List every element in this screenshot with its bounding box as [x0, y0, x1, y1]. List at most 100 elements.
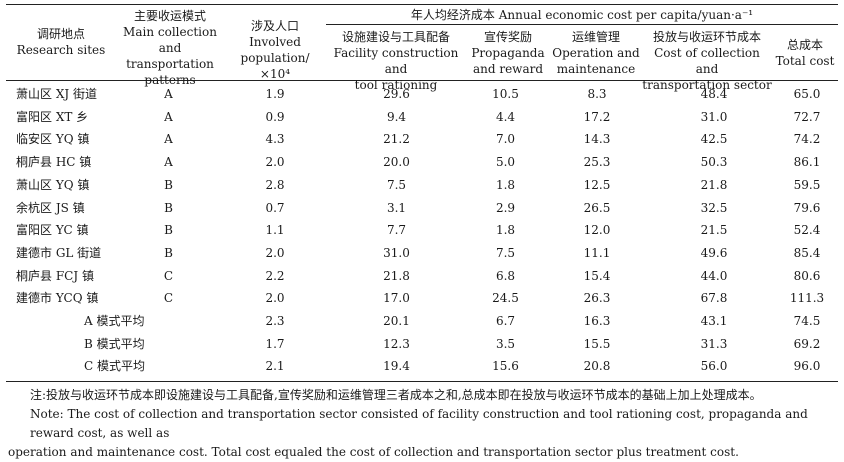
header-pro-en1: Propaganda	[471, 46, 545, 60]
cell-tot: 52.4	[793, 223, 821, 238]
note-en-line2: operation and maintenance cost. Total co…	[8, 445, 739, 459]
note-cn: 注:投放与收运环节成本即设施建设与工具配备,宣传奖励和运维管理三者成本之和,总成…	[30, 388, 762, 402]
cell-fac: 7.5	[386, 177, 407, 192]
header-pop-en2: population/×10⁴	[240, 51, 310, 81]
cell-pro: 24.5	[492, 291, 519, 306]
cell-pop: 2.8	[265, 177, 285, 192]
cell-col: 44.0	[700, 268, 728, 283]
header-ope: 运维管理 Operation and maintenance	[548, 29, 644, 77]
cell-ope: 11.1	[583, 245, 611, 260]
cell-col: 49.6	[700, 245, 728, 260]
cell-tot: 65.0	[793, 87, 821, 101]
cell-fac: 3.1	[386, 200, 407, 215]
header-fac: 设施建设与工具配备 Facility construction and tool…	[326, 29, 466, 93]
table-row: 萧山区 XJ 街道 A 1.9 29.6 10.5 8.3 48.4 65.0	[6, 83, 838, 106]
cell-site: A 模式平均	[84, 314, 145, 328]
cell-pop: 1.9	[265, 87, 285, 101]
cell-pro: 1.8	[495, 177, 516, 192]
cell-mode: B	[164, 200, 173, 215]
header-tot-cn: 总成本	[786, 38, 823, 52]
cell-col: 67.8	[700, 291, 728, 306]
cell-fac: 20.1	[383, 314, 410, 328]
cell-site: 临安区 YQ 镇	[16, 132, 90, 147]
cell-col: 43.1	[700, 314, 728, 328]
cell-pro: 7.0	[495, 132, 516, 147]
cell-mode: B	[164, 245, 173, 260]
header-col: 投放与收运环节成本 Cost of collection and transpo…	[642, 29, 772, 93]
cell-tot: 96.0	[793, 359, 821, 374]
cell-site: 富阳区 YC 镇	[16, 223, 89, 238]
cell-pro: 6.8	[495, 268, 516, 283]
cell-col: 21.8	[700, 177, 728, 192]
cell-pro: 6.7	[495, 314, 516, 328]
cell-pop: 0.9	[265, 109, 285, 124]
cell-pro: 1.8	[495, 223, 516, 238]
cell-site: 建德市 GL 街道	[16, 245, 102, 260]
header-bottom-rule	[6, 80, 838, 81]
header-site-cn: 调研地点	[36, 27, 85, 41]
cell-fac: 19.4	[383, 359, 410, 374]
header-ope-cn: 运维管理	[571, 30, 620, 44]
header-col-en1: Cost of collection and	[654, 46, 760, 76]
cell-site: 桐庐县 HC 镇	[16, 155, 92, 170]
cell-tot: 111.3	[789, 291, 825, 306]
cell-pro: 4.4	[495, 109, 516, 124]
cell-ope: 15.4	[583, 268, 611, 283]
cell-ope: 8.3	[587, 87, 607, 101]
cell-pro: 3.5	[495, 336, 516, 351]
header-mode: 主要收运模式 Main collection and transportatio…	[116, 8, 224, 88]
header-site: 调研地点 Research sites	[6, 26, 116, 58]
cell-pop: 2.0	[265, 245, 285, 260]
cell-pro: 15.6	[492, 359, 519, 374]
cell-col: 31.3	[700, 336, 728, 351]
cell-site: C 模式平均	[84, 359, 145, 374]
note-en: Note: The cost of collection and transpo…	[8, 405, 838, 462]
cell-ope: 26.3	[583, 291, 611, 306]
table-row: 萧山区 YQ 镇 B 2.8 7.5 1.8 12.5 21.8 59.5	[6, 174, 838, 197]
cell-site: B 模式平均	[84, 336, 145, 351]
cell-ope: 20.8	[583, 359, 611, 374]
cell-ope: 12.5	[583, 177, 611, 192]
group-header-rule	[326, 24, 838, 25]
table-top-rule	[6, 4, 838, 5]
cell-site: 余杭区 JS 镇	[16, 200, 85, 215]
header-group-label: 年人均经济成本 Annual economic cost per capita/…	[410, 8, 754, 22]
cell-mode: B	[164, 223, 173, 238]
cell-ope: 26.5	[583, 200, 611, 215]
header-fac-cn: 设施建设与工具配备	[341, 30, 450, 44]
cell-pro: 5.0	[495, 155, 516, 170]
cell-pro: 10.5	[492, 87, 519, 101]
cell-mode: C	[163, 268, 174, 283]
cell-pop: 2.0	[265, 291, 285, 306]
cell-fac: 31.0	[383, 245, 410, 260]
header-ope-en1: Operation and	[552, 46, 640, 60]
cell-fac: 7.7	[386, 223, 407, 238]
table-figure: 调研地点 Research sites 主要收运模式 Main collecti…	[6, 4, 838, 459]
header-mode-cn: 主要收运模式	[133, 9, 206, 23]
cell-fac: 17.0	[383, 291, 410, 306]
cell-ope: 17.2	[583, 109, 611, 124]
cell-tot: 86.1	[793, 155, 821, 170]
table-row-average: B 模式平均 1.7 12.3 3.5 15.5 31.3 69.2	[6, 333, 838, 356]
header-pop-cn: 涉及人口	[250, 19, 299, 33]
header-pro-cn: 宣传奖励	[483, 30, 532, 44]
cell-mode: A	[164, 132, 173, 147]
cell-fac: 9.4	[386, 109, 407, 124]
header-mode-en2: and transportation	[126, 41, 214, 71]
cell-ope: 15.5	[583, 336, 611, 351]
cell-fac: 29.6	[383, 87, 410, 101]
header-fac-en1: Facility construction and	[333, 46, 459, 76]
header-site-en: Research sites	[16, 43, 106, 57]
cell-mode: A	[164, 87, 173, 101]
cell-mode: A	[164, 109, 173, 124]
cell-tot: 69.2	[793, 336, 821, 351]
header-pop-en1: Involved	[249, 35, 301, 49]
header-col-en2: transportation sector	[642, 78, 772, 92]
table-row: 富阳区 YC 镇 B 1.1 7.7 1.8 12.0 21.5 52.4	[6, 219, 838, 242]
header-ope-en2: maintenance	[556, 62, 636, 76]
cell-pop: 1.1	[265, 223, 285, 238]
cell-fac: 21.2	[383, 132, 410, 147]
header-group: 年人均经济成本 Annual economic cost per capita/…	[326, 7, 838, 23]
cell-tot: 80.6	[793, 268, 821, 283]
note-en-line1: Note: The cost of collection and transpo…	[30, 407, 808, 440]
